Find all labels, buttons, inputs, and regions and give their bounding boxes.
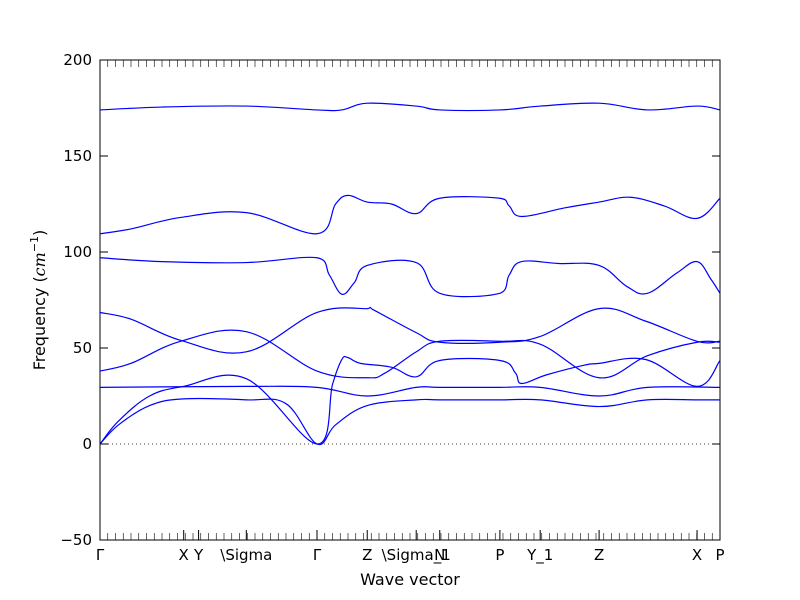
y-axis-title-exponent: −1 [28, 236, 41, 252]
band-series-7 [99, 355, 721, 445]
band-series-6 [99, 385, 721, 397]
y-tick-label: 150 [63, 147, 92, 165]
band-series-5 [99, 329, 721, 379]
x-tick-label: \Sigma [220, 546, 272, 564]
x-tick-label: N [434, 546, 445, 564]
x-tick-label: \Sigma_1 [382, 546, 451, 565]
plot-area [99, 59, 721, 541]
series-layer [99, 102, 721, 446]
y-axis-title-close: ) [30, 230, 49, 236]
band-series-2 [99, 194, 721, 235]
x-tick-label: Y_1 [526, 546, 553, 565]
x-tick-label: Γ [313, 546, 322, 564]
x-tick-label: X [692, 546, 702, 564]
band-series-3 [99, 256, 721, 298]
band-series-1 [99, 102, 721, 112]
y-axis-title-unit: cm [30, 252, 49, 276]
y-tick-label: 0 [82, 435, 92, 453]
x-tick-label: Y [193, 546, 204, 564]
y-tick-layer: −50 0 50 100 150 200 [60, 51, 720, 549]
x-tick-label: P [715, 546, 724, 564]
x-tick-label: Z [594, 546, 604, 564]
band-series-8 [99, 397, 720, 446]
x-tick-layer: Γ X Y \Sigma Γ Z \Sigma_1N P Y_1 Z X P [96, 530, 725, 565]
y-axis-title-main: Frequency ( [30, 276, 49, 370]
y-tick-label: 50 [73, 339, 92, 357]
x-axis-title: Wave vector [360, 570, 460, 589]
band-series-4 [99, 306, 721, 354]
y-tick-label: 100 [63, 243, 92, 261]
x-tick-label: Γ [96, 546, 105, 564]
y-axis-title: Frequency (cm−1) [28, 230, 49, 371]
x-tick-label: X [179, 546, 189, 564]
y-tick-label: 200 [63, 51, 92, 69]
x-tick-label: P [495, 546, 504, 564]
y-tick-label: −50 [60, 531, 92, 549]
x-tick-label: Z [362, 546, 372, 564]
